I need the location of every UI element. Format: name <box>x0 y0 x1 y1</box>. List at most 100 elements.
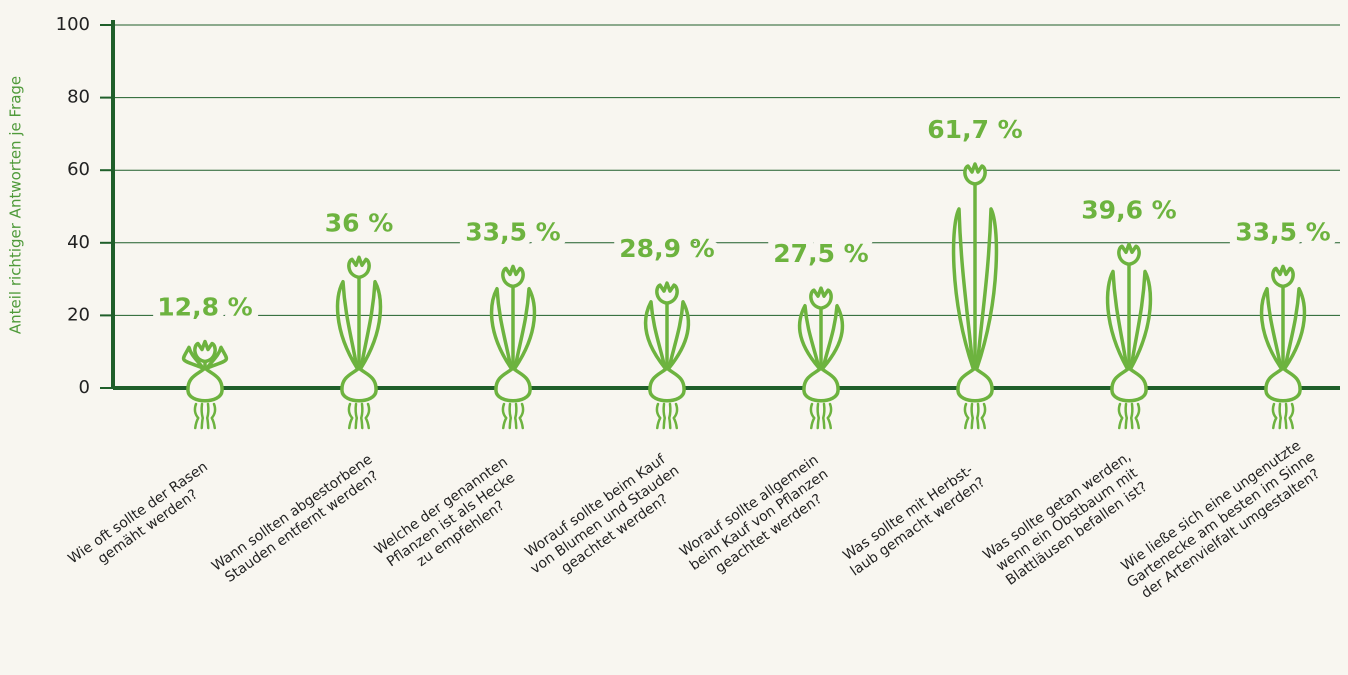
x-tick-label-line: Wann sollten abgestorbene <box>209 451 375 574</box>
root <box>662 402 666 430</box>
leaf <box>513 286 537 370</box>
leaf <box>335 279 359 370</box>
root <box>518 402 525 430</box>
plant <box>797 286 845 430</box>
plant <box>335 255 383 430</box>
leaf <box>1283 286 1307 370</box>
root <box>976 402 980 430</box>
x-tick-label-line: Wie oft sollte der Rasen <box>65 459 210 568</box>
root <box>1117 402 1124 430</box>
leaf <box>1105 269 1129 370</box>
flower <box>655 281 679 305</box>
x-tick-label-line: Gartenecke am besten im Sinne <box>1124 449 1318 591</box>
leaf <box>1259 286 1283 370</box>
value-label: 36 % <box>325 208 394 237</box>
root <box>672 402 679 430</box>
bulb <box>340 366 378 403</box>
flower <box>193 339 217 364</box>
flower <box>1271 264 1295 289</box>
y-tick-label: 0 <box>79 377 90 398</box>
root <box>826 402 833 430</box>
leaf <box>489 286 513 370</box>
leaf <box>1129 269 1153 370</box>
root <box>809 402 816 430</box>
root <box>822 402 826 430</box>
bulb <box>802 366 840 403</box>
x-tick-label-line: von Blumen und Stauden <box>528 463 682 578</box>
root <box>514 402 518 430</box>
flower <box>963 162 987 186</box>
plant <box>951 162 999 430</box>
root <box>193 402 200 430</box>
root <box>210 402 217 430</box>
value-label: 27,5 % <box>773 239 868 268</box>
plant <box>181 339 229 430</box>
value-label: 12,8 % <box>157 293 252 322</box>
root <box>816 402 820 430</box>
y-tick-label: 80 <box>67 87 90 108</box>
y-tick-label: 100 <box>56 14 90 35</box>
bulb <box>494 366 532 403</box>
leaf <box>205 345 229 370</box>
leaf <box>797 303 821 370</box>
flower <box>347 255 371 280</box>
y-tick-label: 40 <box>67 232 90 253</box>
root <box>501 402 508 430</box>
x-tick-label: Wie ließe sich eine ungenutzteGartenecke… <box>1118 438 1322 602</box>
root <box>200 402 204 430</box>
flower <box>501 264 525 289</box>
bulb <box>648 366 686 403</box>
plant <box>643 281 691 430</box>
root <box>354 402 358 430</box>
leaf <box>975 207 999 370</box>
plant <box>489 264 537 430</box>
root <box>206 402 210 430</box>
x-tick-label-line: wenn ein Obstbaum mit <box>994 465 1141 575</box>
bulb <box>186 366 224 403</box>
root <box>1124 402 1128 430</box>
value-label: 39,6 % <box>1081 195 1176 224</box>
root <box>1130 402 1134 430</box>
leaf <box>359 279 383 370</box>
value-label: 61,7 % <box>927 115 1022 144</box>
root <box>347 402 354 430</box>
root <box>1288 402 1295 430</box>
leaf <box>821 303 845 370</box>
root <box>980 402 987 430</box>
leaf <box>951 207 975 370</box>
leaf <box>667 300 691 370</box>
value-label: 33,5 % <box>465 217 560 246</box>
flower <box>1117 242 1141 267</box>
root <box>963 402 970 430</box>
root <box>1271 402 1278 430</box>
plant <box>1259 264 1307 430</box>
x-tick-label-line: laub gemacht werden? <box>848 474 988 579</box>
x-tick-label-line: beim Kauf von Pflanzen <box>687 466 831 574</box>
x-tick-label-line: Pflanzen ist als Hecke <box>384 470 518 571</box>
root <box>364 402 371 430</box>
flower <box>809 286 833 310</box>
y-tick-label: 60 <box>67 159 90 180</box>
bulb <box>956 366 994 403</box>
root <box>970 402 974 430</box>
y-axis-label: Anteil richtiger Antworten je Frage <box>7 76 25 334</box>
plant <box>1105 242 1153 430</box>
leaf <box>181 345 205 370</box>
root <box>1134 402 1141 430</box>
x-tick-label-line: Was sollte mit Herbst- <box>840 462 976 564</box>
root <box>360 402 364 430</box>
x-tick-label: Was sollte mit Herbst-laub gemacht werde… <box>840 462 988 579</box>
value-label: 28,9 % <box>619 234 714 263</box>
value-label: 33,5 % <box>1235 217 1330 246</box>
leaf <box>643 300 667 370</box>
bulb <box>1110 366 1148 403</box>
root <box>1278 402 1282 430</box>
y-tick-label: 20 <box>67 304 90 325</box>
root <box>668 402 672 430</box>
x-tick-label-line: Stauden entfernt werden? <box>222 468 381 586</box>
